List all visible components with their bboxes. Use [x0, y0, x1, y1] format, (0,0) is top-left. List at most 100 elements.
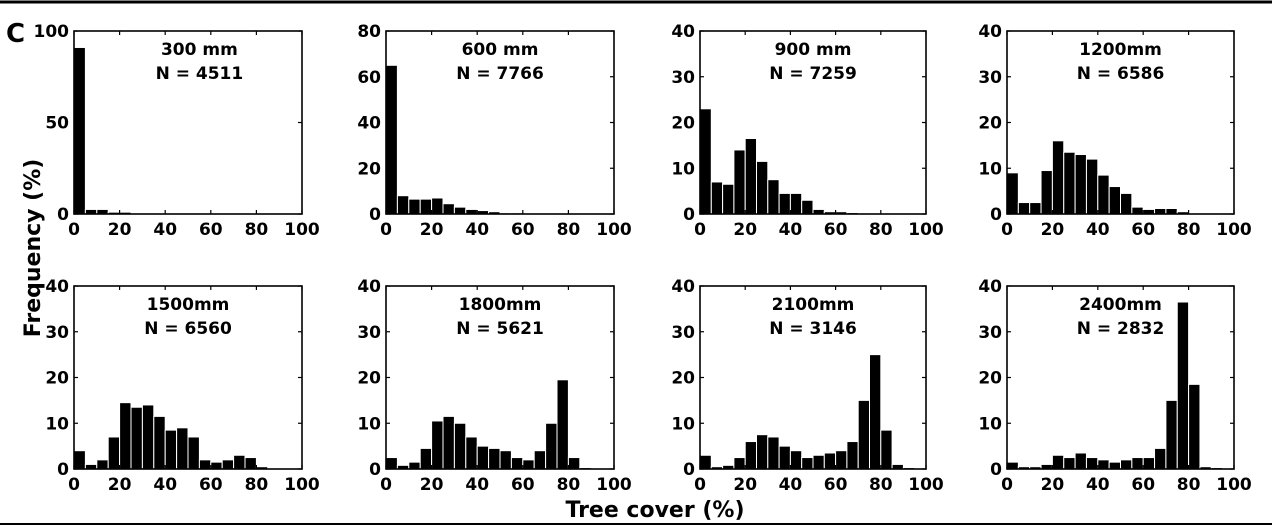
y-tick-label: 0 — [990, 205, 1002, 225]
y-tick-label: 20 — [671, 369, 695, 389]
x-tick-label: 40 — [153, 475, 177, 495]
x-tick-label: 80 — [1177, 475, 1201, 495]
x-tick-label: 100 — [596, 220, 632, 240]
histogram-panel-8: 0 20 40 60 80 100 0 10 20 30 40 2400mm N = 2832 — [978, 277, 1252, 495]
x-tick-label: 40 — [465, 220, 489, 240]
x-tick-label: 100 — [596, 475, 632, 495]
histogram-bar — [408, 198, 421, 215]
x-tick-label: 0 — [694, 475, 706, 495]
y-tick-label: 10 — [671, 159, 695, 179]
histogram-bar — [789, 450, 803, 470]
x-tick-label: 40 — [153, 220, 177, 240]
histogram-bar — [510, 457, 524, 470]
histogram-bar — [869, 354, 882, 470]
histogram-bar — [233, 454, 246, 470]
panel-sample-size: N = 4511 — [156, 64, 244, 84]
y-tick-label: 30 — [45, 323, 69, 343]
y-tick-label: 40 — [671, 22, 695, 42]
histogram-bar — [1154, 447, 1167, 470]
y-tick-label: 40 — [45, 277, 69, 297]
histogram-bar — [1108, 186, 1122, 215]
y-tick-label: 60 — [357, 68, 381, 88]
histogram-panel-7: 0 20 40 60 80 100 0 10 20 30 40 2100mm N = 3146 — [671, 277, 944, 495]
panel-title: 600 mm — [462, 40, 539, 60]
x-tick-label: 60 — [824, 220, 848, 240]
panel-sample-size: N = 7766 — [456, 64, 544, 84]
histogram-bar — [545, 422, 558, 470]
histogram-bar — [744, 138, 758, 215]
x-tick-label: 40 — [779, 220, 803, 240]
y-tick-label: 30 — [671, 323, 695, 343]
y-tick-label: 0 — [369, 460, 381, 480]
histogram-bar — [1142, 457, 1156, 470]
x-tick-label: 20 — [420, 220, 444, 240]
x-tick-label: 80 — [557, 475, 581, 495]
histogram-bar — [778, 192, 791, 215]
histogram-bar — [1097, 174, 1110, 215]
histogram-bar — [744, 441, 758, 470]
histogram-bar — [153, 415, 166, 470]
histogram-bar — [1063, 457, 1076, 470]
histogram-bar — [465, 436, 478, 470]
histogram-bar — [1165, 399, 1178, 470]
histogram-bar — [187, 436, 200, 470]
y-tick-label: 20 — [357, 159, 381, 179]
histogram-bar — [1120, 192, 1133, 215]
histogram-bar — [221, 459, 235, 470]
histogram-bar — [699, 108, 712, 215]
x-tick-label: 0 — [380, 220, 392, 240]
histogram-bar — [1085, 158, 1099, 215]
y-tick-label: 10 — [978, 159, 1002, 179]
y-tick-label: 20 — [978, 114, 1002, 134]
histogram-bar — [1074, 452, 1087, 470]
x-tick-label: 60 — [511, 475, 535, 495]
histogram-bar — [442, 203, 455, 215]
panel-title: 2400mm — [1079, 295, 1162, 315]
y-tick-label: 0 — [683, 460, 695, 480]
y-tick-label: 10 — [978, 414, 1002, 434]
y-tick-label: 20 — [671, 114, 695, 134]
histogram-bar — [1131, 206, 1144, 215]
histogram-bar — [442, 415, 455, 470]
x-tick-label: 60 — [199, 220, 223, 240]
histogram-bar — [1131, 457, 1144, 470]
y-tick-label: 10 — [671, 414, 695, 434]
histogram-bar — [431, 197, 444, 215]
x-tick-label: 80 — [1177, 220, 1201, 240]
x-tick-label: 20 — [1041, 475, 1065, 495]
histogram-bar — [499, 450, 512, 470]
histogram-bar — [756, 434, 769, 470]
y-tick-label: 30 — [978, 68, 1002, 88]
y-tick-label: 0 — [57, 460, 69, 480]
histogram-bar — [880, 429, 893, 470]
x-tick-label: 60 — [1131, 475, 1155, 495]
panel-sample-size: N = 6560 — [144, 319, 232, 339]
histogram-bar — [1051, 454, 1065, 470]
y-tick-label: 40 — [671, 277, 695, 297]
y-tick-label: 20 — [978, 369, 1002, 389]
histogram-bar — [522, 459, 535, 470]
x-tick-label: 80 — [869, 475, 893, 495]
x-axis-label: Tree cover (%) — [565, 498, 744, 523]
x-tick-label: 20 — [733, 220, 757, 240]
histogram-bar — [176, 427, 189, 470]
panel-letter: C — [6, 19, 25, 49]
y-tick-label: 40 — [357, 114, 381, 134]
histogram-bar — [767, 436, 780, 470]
x-tick-label: 20 — [108, 220, 132, 240]
x-tick-label: 100 — [1216, 220, 1252, 240]
histogram-bar — [130, 406, 143, 470]
y-tick-label: 0 — [57, 205, 69, 225]
histogram-bar — [107, 436, 121, 470]
y-tick-label: 10 — [45, 414, 69, 434]
x-tick-label: 20 — [733, 475, 757, 495]
histogram-bar — [1188, 383, 1201, 470]
histogram-bar — [198, 459, 212, 470]
x-tick-label: 40 — [779, 475, 803, 495]
y-tick-label: 20 — [45, 369, 69, 389]
x-tick-label: 0 — [1001, 475, 1013, 495]
x-tick-label: 60 — [1131, 220, 1155, 240]
histogram-bar — [733, 457, 746, 470]
histogram-bar — [846, 441, 859, 470]
